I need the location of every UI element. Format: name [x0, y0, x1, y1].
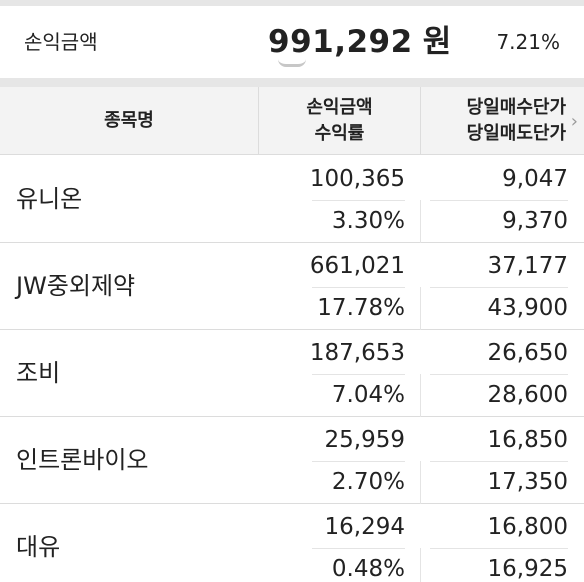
row-divider — [312, 461, 405, 462]
row-divider — [430, 548, 568, 549]
sell-price-cell: 17,350 — [487, 469, 568, 495]
profit-rate-value: 7.21% — [496, 30, 560, 54]
sell-price-cell: 16,925 — [487, 556, 568, 582]
row-divider — [430, 461, 568, 462]
table-row[interactable]: JW중외제약 661,021 17.78% 37,177 43,900 — [0, 243, 584, 330]
stock-name: 인트론바이오 — [16, 446, 149, 474]
profit-amount-cell: 661,021 — [309, 253, 405, 279]
table-row[interactable]: 유니온 100,365 3.30% 9,047 9,370 — [0, 156, 584, 243]
profit-amount-value: 991,292 원 — [268, 6, 452, 78]
return-rate-cell: 3.30% — [331, 208, 405, 234]
return-rate-cell: 7.04% — [331, 382, 405, 408]
column-divider — [420, 374, 421, 417]
chevron-right-icon[interactable]: › — [570, 111, 578, 132]
header-buy-price-label: 당일매수단가 — [466, 97, 566, 118]
column-divider — [420, 461, 421, 504]
row-divider — [312, 200, 405, 201]
currency-unit: 원 — [422, 24, 452, 60]
stock-name: JW중외제약 — [16, 272, 136, 300]
buy-price-cell: 9,047 — [502, 166, 568, 192]
header-sell-price-label: 당일매도단가 — [466, 123, 566, 144]
pull-handle[interactable] — [278, 59, 306, 67]
buy-price-cell: 26,650 — [487, 340, 568, 366]
column-divider — [420, 200, 421, 243]
row-divider — [312, 548, 405, 549]
return-rate-cell: 2.70% — [331, 469, 405, 495]
row-divider — [312, 374, 405, 375]
header-stock-name-label: 종목명 — [104, 110, 154, 131]
buy-price-cell: 16,850 — [487, 427, 568, 453]
row-divider — [312, 287, 405, 288]
profit-amount-cell: 25,959 — [324, 427, 405, 453]
header-profit-amount-label: 손익금액 — [306, 97, 373, 118]
sell-price-cell: 43,900 — [487, 295, 568, 321]
table-row[interactable]: 조비 187,653 7.04% 26,650 28,600 — [0, 330, 584, 417]
header-trade-price[interactable]: 당일매수단가 당일매도단가 › — [420, 87, 584, 155]
buy-price-cell: 16,800 — [487, 514, 568, 540]
profit-amount-label: 손익금액 — [24, 30, 98, 54]
column-divider — [420, 287, 421, 330]
stock-name: 유니온 — [16, 185, 83, 213]
row-divider — [430, 374, 568, 375]
profit-amount-number: 991,292 — [268, 24, 413, 60]
stock-name: 대유 — [16, 533, 61, 561]
sell-price-cell: 9,370 — [502, 208, 568, 234]
sell-price-cell: 28,600 — [487, 382, 568, 408]
profit-amount-cell: 187,653 — [309, 340, 405, 366]
profit-amount-cell: 16,294 — [324, 514, 405, 540]
return-rate-cell: 0.48% — [331, 556, 405, 582]
column-divider — [420, 548, 421, 582]
row-divider — [430, 287, 568, 288]
header-return-rate-label: 수익률 — [314, 123, 365, 144]
table-row[interactable]: 인트론바이오 25,959 2.70% 16,850 17,350 — [0, 417, 584, 504]
stock-profit-table: 종목명 손익금액 수익률 당일매수단가 당일매도단가 › 유니온 100,365… — [0, 87, 584, 582]
stock-name: 조비 — [16, 359, 61, 387]
profit-summary-panel: 손익금액 991,292 원 7.21% — [0, 6, 584, 78]
return-rate-cell: 17.78% — [317, 295, 405, 321]
table-row[interactable]: 대유 16,294 0.48% 16,800 16,925 — [0, 504, 584, 582]
header-profit[interactable]: 손익금액 수익률 — [258, 87, 420, 155]
header-stock-name[interactable]: 종목명 — [0, 87, 258, 155]
profit-amount-cell: 100,365 — [309, 166, 405, 192]
row-divider — [430, 200, 568, 201]
buy-price-cell: 37,177 — [487, 253, 568, 279]
table-header: 종목명 손익금액 수익률 당일매수단가 당일매도단가 › — [0, 87, 584, 155]
